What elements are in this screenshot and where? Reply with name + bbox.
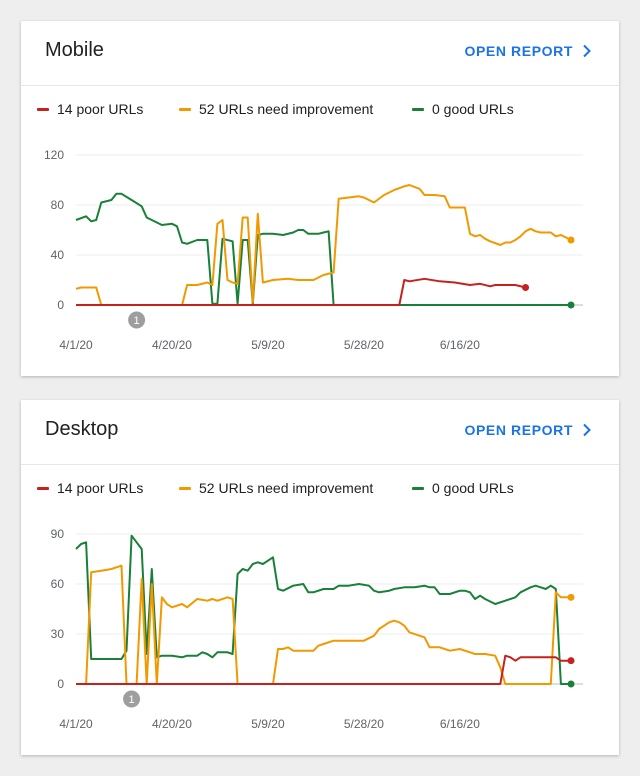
legend-label: 0 good URLs xyxy=(432,101,514,117)
y-tick-label: 30 xyxy=(51,627,65,641)
x-tick-label: 4/1/20 xyxy=(59,717,93,731)
mobile-card: Mobile OPEN REPORT 14 poor URLs 52 URLs … xyxy=(21,21,619,376)
x-tick-label: 5/9/20 xyxy=(251,338,285,352)
legend-label: 0 good URLs xyxy=(432,480,514,496)
x-tick-label: 6/16/20 xyxy=(440,717,480,731)
open-report-button[interactable]: OPEN REPORT xyxy=(464,422,593,438)
series-line-poor xyxy=(76,277,526,306)
open-report-label: OPEN REPORT xyxy=(464,422,573,438)
series-line-needs xyxy=(75,184,572,306)
legend-swatch xyxy=(412,107,424,111)
card-header: Mobile OPEN REPORT xyxy=(21,21,619,86)
legend-label: 14 poor URLs xyxy=(57,101,144,117)
legend-label: 14 poor URLs xyxy=(57,480,144,496)
chart-legend: 14 poor URLs 52 URLs need improvement 0 … xyxy=(21,480,619,500)
legend-item-good[interactable]: 0 good URLs xyxy=(412,101,514,117)
series-line-good xyxy=(75,534,571,685)
open-report-label: OPEN REPORT xyxy=(464,43,573,59)
series-end-point-poor xyxy=(522,284,530,291)
chevron-right-icon xyxy=(583,423,591,437)
y-tick-label: 0 xyxy=(57,677,64,691)
series-end-point-needs xyxy=(567,593,575,601)
x-tick-label: 4/20/20 xyxy=(152,717,192,731)
desktop-card: Desktop OPEN REPORT 14 poor URLs 52 URLs… xyxy=(21,400,619,755)
series-line-good xyxy=(75,192,571,306)
card-title: Desktop xyxy=(45,418,119,440)
series-end-point-needs xyxy=(567,236,575,244)
annotation-label: 1 xyxy=(134,315,140,327)
series-line-poor xyxy=(76,654,571,685)
legend-item-good[interactable]: 0 good URLs xyxy=(412,480,514,496)
legend-swatch xyxy=(179,107,191,111)
x-tick-label: 4/20/20 xyxy=(152,338,192,352)
legend-swatch xyxy=(37,107,49,111)
annotation-marker xyxy=(128,311,146,329)
card-header: Desktop OPEN REPORT xyxy=(21,400,619,465)
legend-label: 52 URLs need improvement xyxy=(199,480,374,496)
x-tick-label: 5/28/20 xyxy=(344,338,384,352)
card-title: Mobile xyxy=(45,39,104,61)
desktop-line-chart[interactable]: 0 30 60 90 4/1/20 4/20/20 5/9/20 5/28/20 6/16/20… xyxy=(21,400,619,755)
series-end-point-poor xyxy=(567,657,575,665)
annotation-marker xyxy=(123,690,141,708)
mobile-line-chart[interactable]: 0 40 80 120 4/1/20 4/20/20 5/9/20 5/28/20 6/16/2… xyxy=(21,21,619,376)
legend-swatch xyxy=(179,486,191,490)
y-tick-label: 60 xyxy=(51,577,65,591)
series-end-point-good xyxy=(567,301,575,309)
legend-item-needs-improvement[interactable]: 52 URLs need improvement xyxy=(179,101,373,117)
chart-legend: 14 poor URLs 52 URLs need improvement 0 … xyxy=(21,101,619,121)
y-tick-label: 90 xyxy=(51,527,65,541)
y-tick-label: 120 xyxy=(44,148,64,162)
y-tick-label: 80 xyxy=(51,198,65,212)
open-report-button[interactable]: OPEN REPORT xyxy=(464,43,593,59)
legend-swatch xyxy=(37,486,49,490)
x-tick-label: 4/1/20 xyxy=(59,338,93,352)
series-end-point-good xyxy=(567,680,575,688)
legend-label: 52 URLs need improvement xyxy=(199,101,374,117)
legend-swatch xyxy=(412,486,424,490)
x-tick-label: 5/9/20 xyxy=(251,717,285,731)
legend-item-poor[interactable]: 14 poor URLs xyxy=(37,480,143,496)
annotation-label: 1 xyxy=(128,694,134,706)
x-tick-label: 6/16/20 xyxy=(440,338,480,352)
x-tick-label: 5/28/20 xyxy=(344,717,384,731)
y-tick-label: 40 xyxy=(51,248,65,262)
legend-item-poor[interactable]: 14 poor URLs xyxy=(37,101,143,117)
y-tick-label: 0 xyxy=(57,298,64,312)
chevron-right-icon xyxy=(583,44,591,58)
legend-item-needs-improvement[interactable]: 52 URLs need improvement xyxy=(179,480,373,496)
